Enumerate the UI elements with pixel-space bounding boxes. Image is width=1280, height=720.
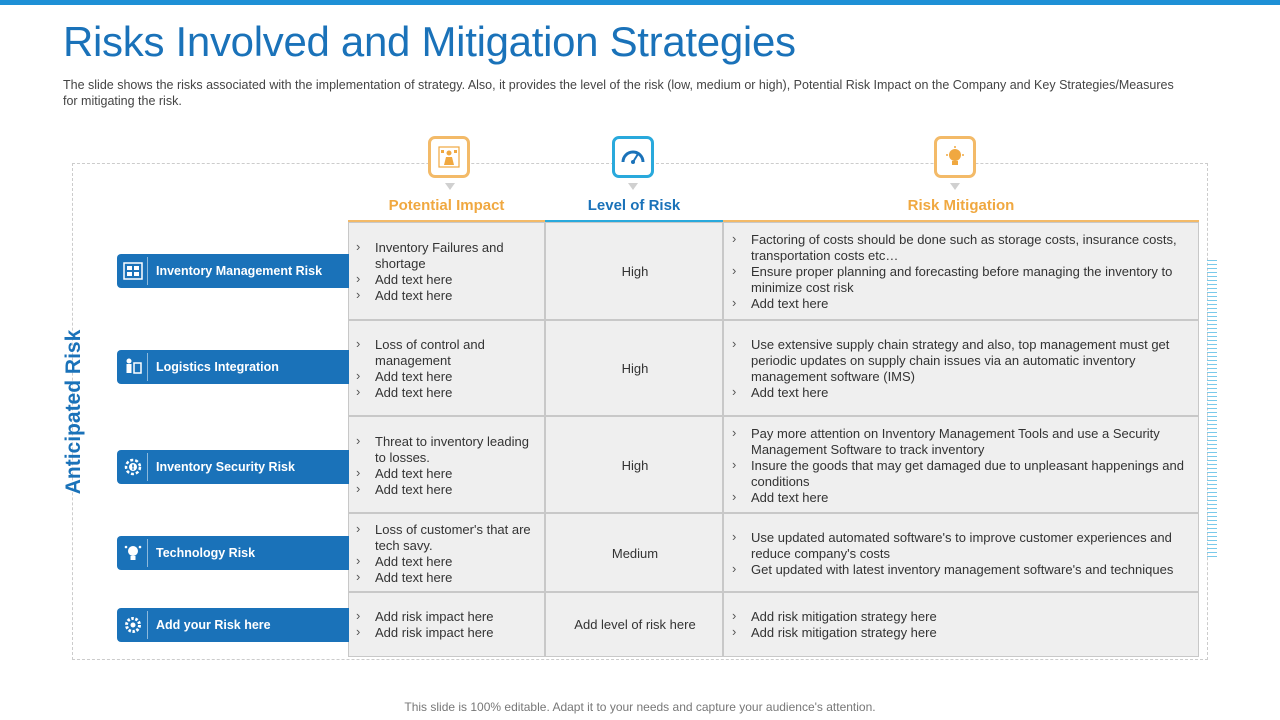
mitigation-item: Add risk mitigation strategy here [725, 624, 1198, 641]
impact-pointer [445, 183, 455, 190]
mitigation-item: Insure the goods that may get damaged du… [725, 457, 1198, 490]
risk-label-technology: Technology Risk [117, 536, 349, 570]
impact-cell: Inventory Failures and shortage Add text… [349, 223, 545, 320]
mitigation-item: Use updated automated software's to impr… [725, 529, 1198, 562]
impact-item: Add text here [349, 553, 545, 570]
risk-label-text: Inventory Security Risk [156, 460, 295, 474]
impact-item: Inventory Failures and shortage [349, 239, 545, 272]
impact-cell: Loss of control and management Add text … [349, 321, 545, 416]
mitigation-item: Get updated with latest inventory manage… [725, 561, 1198, 578]
inventory-board-icon [119, 257, 148, 285]
impact-item: Add text here [349, 384, 545, 401]
side-label-anticipated-risk: Anticipated Risk [62, 329, 85, 495]
impact-cell: Loss of customer's that are tech savy. A… [349, 515, 545, 592]
header-underline-level [545, 220, 723, 223]
header-underline-mitigation [723, 220, 1199, 223]
mitigation-item: Pay more attention on Inventory Manageme… [725, 425, 1198, 458]
header-underline-impact [348, 220, 545, 223]
level-cell: High [547, 223, 723, 320]
mitigation-item: Add text here [725, 295, 1198, 312]
risk-level-value: High [621, 263, 649, 279]
header-level-of-risk: Level of Risk [587, 197, 681, 214]
risk-level-value: Medium [611, 545, 659, 561]
row-divider [348, 591, 1199, 593]
row-divider [348, 512, 1199, 514]
row-divider [348, 319, 1199, 321]
mitigation-item: Use extensive supply chain strategy and … [725, 336, 1198, 385]
impact-icon [428, 136, 470, 178]
mitigation-item: Add text here [725, 384, 1198, 401]
impact-item: Add text here [349, 569, 545, 586]
impact-item: Add text here [349, 271, 545, 288]
impact-item: Add text here [349, 287, 545, 304]
level-cell: High [547, 321, 723, 416]
mitigation-item: Ensure proper planning and forecasting b… [725, 263, 1198, 296]
decorative-stripes [1207, 260, 1217, 558]
lightbulb-pointer [950, 183, 960, 190]
mitigation-item: Add text here [725, 489, 1198, 506]
risk-level-value: High [621, 457, 649, 473]
risk-label-inventory-security: Inventory Security Risk [117, 450, 349, 484]
risk-level-value: High [621, 360, 649, 376]
column-divider [544, 222, 546, 657]
footer-note: This slide is 100% editable. Adapt it to… [404, 700, 876, 714]
mitigation-cell: Factoring of costs should be done such a… [725, 223, 1198, 320]
risk-label-logistics-integration: Logistics Integration [117, 350, 349, 384]
mitigation-cell: Add risk mitigation strategy here Add ri… [725, 594, 1198, 656]
mitigation-cell: Use extensive supply chain strategy and … [725, 321, 1198, 416]
settings-icon [119, 611, 148, 639]
top-accent-bar [0, 0, 1280, 5]
impact-item: Threat to inventory leading to losses. [349, 433, 545, 466]
lightbulb-icon [934, 136, 976, 178]
impact-item: Add risk impact here [349, 624, 545, 641]
gauge-icon [612, 136, 654, 178]
impact-item: Add text here [349, 465, 545, 482]
risk-label-add-your-risk: Add your Risk here [117, 608, 349, 642]
page-subtitle: The slide shows the risks associated wit… [63, 78, 1174, 108]
header-potential-impact: Potential Impact [388, 197, 505, 214]
risk-label-text: Logistics Integration [156, 360, 279, 374]
risk-level-value: Add level of risk here [574, 617, 696, 632]
level-cell: Medium [547, 515, 723, 592]
mitigation-item: Add risk mitigation strategy here [725, 608, 1198, 625]
impact-item: Loss of customer's that are tech savy. [349, 521, 545, 554]
mitigation-cell: Use updated automated software's to impr… [725, 515, 1198, 592]
risk-label-text: Add your Risk here [156, 618, 271, 632]
impact-item: Add text here [349, 368, 545, 385]
level-cell: High [547, 418, 723, 513]
security-gear-icon [119, 453, 148, 481]
mitigation-cell: Pay more attention on Inventory Manageme… [725, 418, 1198, 513]
risk-label-text: Technology Risk [156, 546, 256, 560]
risk-label-text: Inventory Management Risk [156, 264, 323, 278]
gauge-pointer [628, 183, 638, 190]
level-cell: Add level of risk here [547, 594, 723, 656]
mitigation-item: Factoring of costs should be done such a… [725, 231, 1198, 264]
impact-cell: Add risk impact here Add risk impact her… [349, 594, 545, 656]
page-title: Risks Involved and Mitigation Strategies [63, 18, 796, 65]
impact-item: Add text here [349, 481, 545, 498]
logistics-icon [119, 353, 148, 381]
impact-item: Add risk impact here [349, 608, 545, 625]
technology-icon [119, 539, 148, 567]
header-risk-mitigation: Risk Mitigation [907, 197, 1015, 214]
risk-label-inventory-management: Inventory Management Risk [117, 254, 349, 288]
impact-cell: Threat to inventory leading to losses. A… [349, 418, 545, 513]
column-divider [722, 222, 724, 657]
impact-item: Loss of control and management [349, 336, 545, 369]
row-divider [348, 415, 1199, 417]
